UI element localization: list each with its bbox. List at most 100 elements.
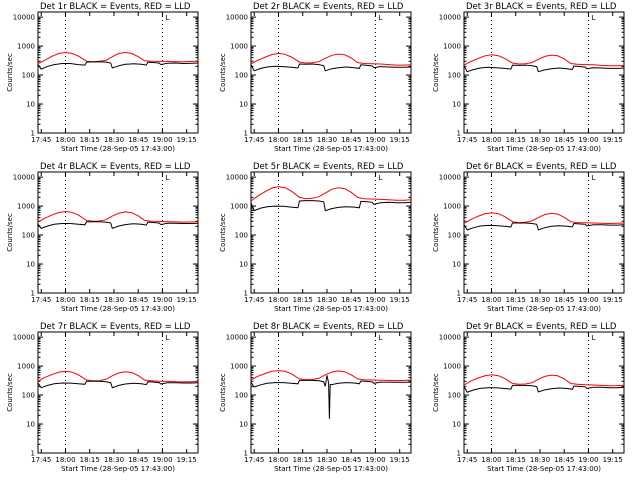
y-tick-label: 1 [244, 450, 248, 458]
x-tick-label: 17:45 [244, 456, 264, 464]
x-tick-label: 18:15 [293, 296, 313, 304]
y-tick-label: 10 [239, 421, 248, 429]
x-tick-label: 18:00 [55, 456, 75, 464]
corner-mark: L [378, 14, 382, 22]
y-tick-label: 10000 [439, 174, 461, 182]
x-tick-label: 19:15 [603, 136, 623, 144]
y-tick-label: 1 [244, 290, 248, 298]
y-tick-label: 10 [452, 421, 461, 429]
plot-frame [463, 11, 625, 134]
events-rate-line [250, 200, 412, 212]
y-tick-label: 10000 [439, 334, 461, 342]
events-rate-line [250, 375, 412, 419]
corner-mark: L [591, 14, 595, 22]
x-tick-label: 19:15 [603, 296, 623, 304]
y-tick-label: 1 [457, 290, 461, 298]
events-rate-line [463, 384, 625, 393]
x-axis-label: Start Time (28-Sep-05 17:43:00) [487, 145, 601, 153]
y-tick-label: 100 [22, 232, 35, 240]
x-tick-label: 18:15 [506, 456, 526, 464]
y-tick-label: 100 [448, 392, 461, 400]
x-tick-label: 18:00 [268, 296, 288, 304]
events-rate-line [463, 222, 625, 231]
y-axis-label: Counts/sec [432, 373, 440, 412]
plot-frame [37, 331, 199, 454]
y-tick-label: 10000 [226, 174, 248, 182]
y-tick-label: 10000 [13, 174, 35, 182]
panel-det-8: Det 8r BLACK = Events, RED = LLD L 17:45 18… [219, 322, 412, 473]
lld-rate-line [463, 374, 625, 387]
x-tick-label: 18:30 [104, 456, 124, 464]
x-tick-label: 18:30 [530, 296, 550, 304]
x-tick-label: 18:15 [293, 456, 313, 464]
x-tick-label: 18:45 [128, 296, 148, 304]
y-tick-label: 100 [22, 72, 35, 80]
plot-frame [463, 331, 625, 454]
x-tick-label: 18:00 [55, 296, 75, 304]
x-axis-label: Start Time (28-Sep-05 17:43:00) [61, 145, 175, 153]
y-tick-label: 1000 [230, 43, 248, 51]
y-tick-label: 10 [452, 261, 461, 269]
x-tick-label: 18:30 [104, 296, 124, 304]
x-tick-label: 19:00 [365, 296, 385, 304]
x-tick-label: 18:45 [128, 456, 148, 464]
lld-rate-line [463, 54, 625, 67]
panel-det-1: Det 1r BLACK = Events, RED = LLD L 17:45 18… [6, 2, 199, 153]
x-axis-label: Start Time (28-Sep-05 17:43:00) [274, 305, 388, 313]
lld-rate-line [37, 210, 199, 223]
y-tick-label: 1000 [443, 203, 461, 211]
x-tick-label: 18:00 [268, 456, 288, 464]
x-tick-label: 17:45 [457, 296, 477, 304]
x-tick-label: 18:30 [530, 456, 550, 464]
plot-frame [250, 171, 412, 294]
x-tick-label: 17:45 [244, 296, 264, 304]
x-tick-label: 18:00 [481, 136, 501, 144]
panel-title: Det 8r BLACK = Events, RED = LLD [253, 322, 404, 332]
x-tick-label: 18:15 [293, 136, 313, 144]
panel-title: Det 7r BLACK = Events, RED = LLD [40, 322, 191, 332]
x-tick-label: 19:00 [365, 456, 385, 464]
y-axis-label: Counts/sec [432, 53, 440, 92]
x-tick-label: 19:00 [152, 136, 172, 144]
x-tick-label: 18:30 [104, 136, 124, 144]
y-axis-label: Counts/sec [6, 53, 14, 92]
x-axis-label: Start Time (28-Sep-05 17:43:00) [274, 465, 388, 473]
x-tick-label: 18:00 [481, 456, 501, 464]
corner-mark: L [378, 334, 382, 342]
x-tick-label: 19:15 [603, 456, 623, 464]
lld-rate-line [250, 52, 412, 66]
y-axis-label: Counts/sec [6, 213, 14, 252]
x-tick-label: 18:45 [554, 136, 574, 144]
y-tick-label: 100 [448, 72, 461, 80]
x-tick-label: 18:30 [317, 456, 337, 464]
events-rate-line [250, 63, 412, 72]
plot-frame [37, 11, 199, 134]
corner-mark: L [165, 334, 169, 342]
x-tick-label: 18:45 [341, 296, 361, 304]
y-tick-label: 10 [26, 421, 35, 429]
y-tick-label: 10 [26, 101, 35, 109]
panel-det-6: Det 6r BLACK = Events, RED = LLD L 17:45 18… [432, 162, 625, 313]
x-tick-label: 17:45 [457, 456, 477, 464]
y-tick-label: 1 [457, 450, 461, 458]
panel-det-3: Det 3r BLACK = Events, RED = LLD L 17:45 18… [432, 2, 625, 153]
x-tick-label: 19:15 [177, 136, 197, 144]
x-tick-label: 18:15 [80, 296, 100, 304]
x-tick-label: 17:45 [457, 136, 477, 144]
lld-rate-line [250, 186, 412, 202]
x-tick-label: 18:15 [506, 136, 526, 144]
x-tick-label: 18:15 [80, 136, 100, 144]
y-axis-label: Counts/sec [219, 213, 227, 252]
y-tick-label: 1 [31, 290, 35, 298]
x-axis-label: Start Time (28-Sep-05 17:43:00) [274, 145, 388, 153]
y-tick-label: 1000 [17, 43, 35, 51]
plot-frame [37, 171, 199, 294]
y-tick-label: 10000 [13, 334, 35, 342]
plot-frame [250, 11, 412, 134]
events-rate-line [463, 64, 625, 73]
x-tick-label: 17:45 [31, 136, 51, 144]
panel-det-4: Det 4r BLACK = Events, RED = LLD L 17:45 18… [6, 162, 199, 313]
y-axis-label: Counts/sec [6, 373, 14, 412]
x-tick-label: 17:45 [244, 136, 264, 144]
